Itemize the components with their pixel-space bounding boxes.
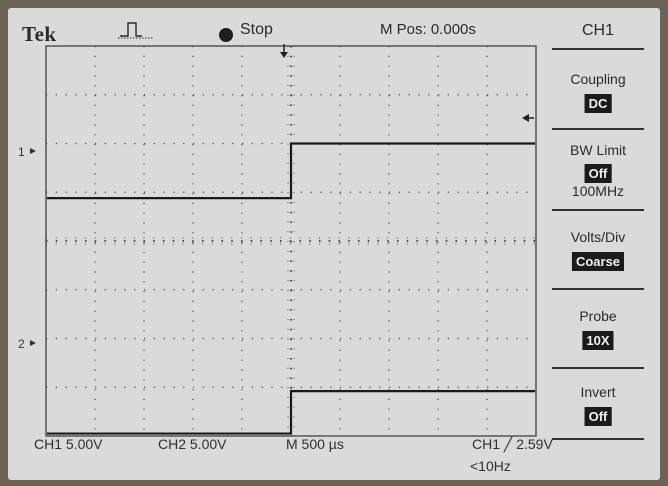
ch1-marker-arrow-icon xyxy=(30,148,36,154)
menu-divider xyxy=(552,438,644,440)
volts-div-label[interactable]: Volts/Div xyxy=(570,229,626,245)
ch1-waveform xyxy=(47,142,535,200)
menu-divider xyxy=(552,288,644,290)
run-state-label: Stop xyxy=(240,21,273,38)
ch2-waveform xyxy=(47,390,535,435)
oscilloscope-screen: Tek Stop M Pos: 0.000s 1 2 CH1 Coupling … xyxy=(8,8,660,480)
run-state-dot-icon xyxy=(219,28,233,42)
frequency-readout: <10Hz xyxy=(470,458,511,474)
menu-divider xyxy=(552,48,644,50)
menu-divider xyxy=(552,367,644,369)
graticule-grid xyxy=(45,45,537,437)
bw-limit-value[interactable]: Off xyxy=(584,164,612,183)
menu-title: CH1 xyxy=(581,22,614,39)
probe-value[interactable]: 10X xyxy=(582,331,614,350)
ch2-ground-marker: 2 xyxy=(18,337,25,351)
coupling-label[interactable]: Coupling xyxy=(570,71,626,87)
ch1-side-menu: CH1 Coupling DC BW Limit Off 100MHz Volt… xyxy=(546,16,650,446)
brand-logo: Tek xyxy=(22,22,57,46)
ch2-marker-arrow-icon xyxy=(30,340,36,346)
invert-value[interactable]: Off xyxy=(584,407,612,426)
coupling-value[interactable]: DC xyxy=(584,94,612,113)
probe-label[interactable]: Probe xyxy=(579,308,617,324)
menu-divider xyxy=(552,209,644,211)
ch2-scale-readout: CH2 5.00V xyxy=(158,436,227,452)
pulse-trigger-icon xyxy=(118,19,160,45)
horizontal-position-readout: M Pos: 0.000s xyxy=(380,21,476,38)
ch1-ground-marker: 1 xyxy=(18,145,25,159)
bw-limit-frequency: 100MHz xyxy=(571,183,625,199)
invert-label[interactable]: Invert xyxy=(580,384,616,400)
bw-limit-label[interactable]: BW Limit xyxy=(570,142,626,158)
trigger-readout: CH1 ╱ 2.59V xyxy=(472,436,553,452)
ch1-scale-readout: CH1 5.00V xyxy=(34,436,103,452)
trigger-position-icon xyxy=(280,44,288,58)
trigger-level-icon xyxy=(522,114,534,122)
volts-div-value[interactable]: Coarse xyxy=(571,252,625,271)
timebase-readout: M 500 µs xyxy=(286,436,344,452)
waveform-display: 1 2 xyxy=(18,44,537,437)
menu-divider xyxy=(552,128,644,130)
